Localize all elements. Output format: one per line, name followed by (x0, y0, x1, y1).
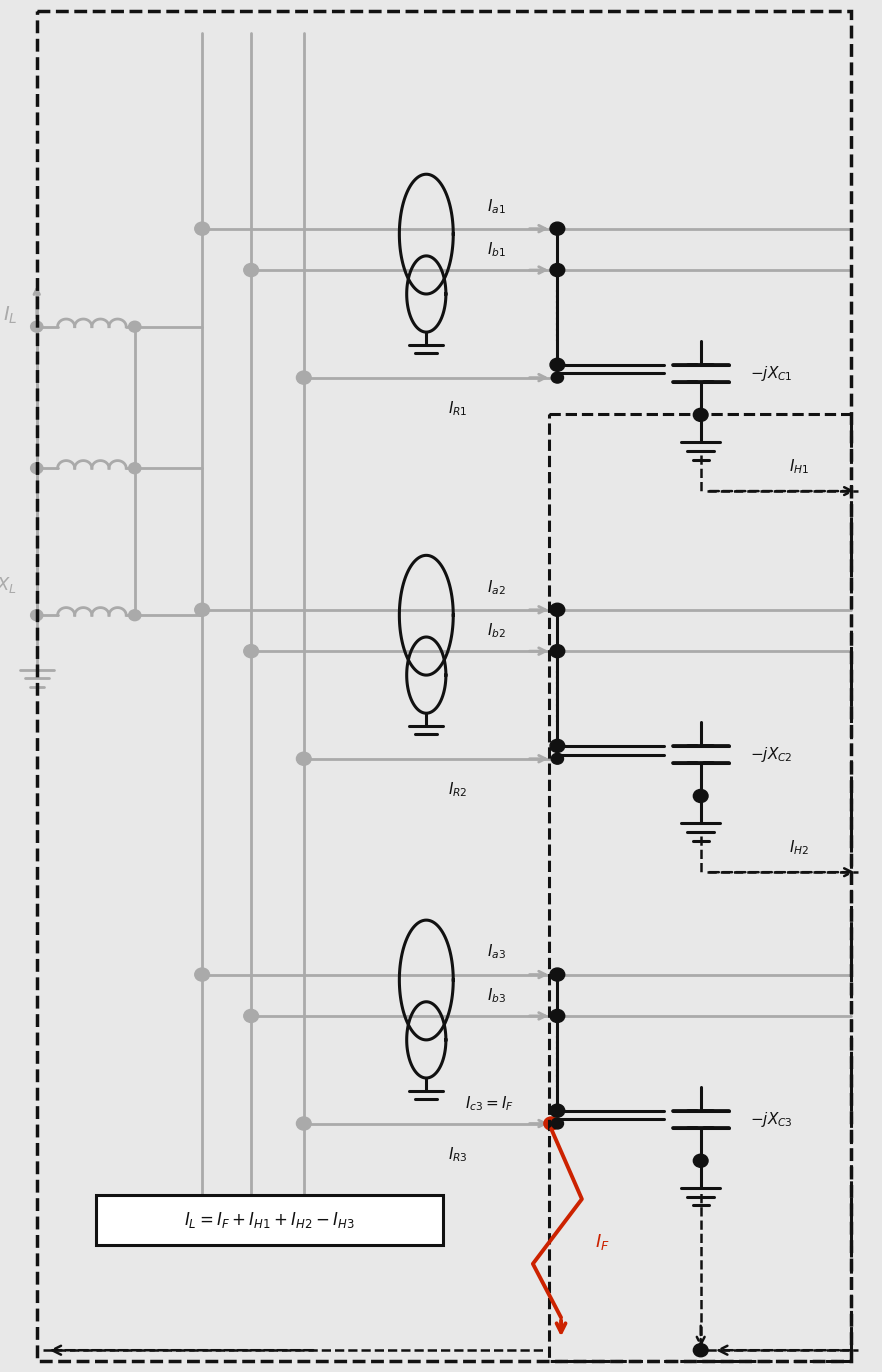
Text: $-jX_{C3}$: $-jX_{C3}$ (750, 1110, 793, 1129)
Circle shape (550, 1010, 564, 1022)
Circle shape (296, 1117, 311, 1131)
Circle shape (544, 1117, 558, 1131)
Circle shape (243, 1010, 258, 1022)
Circle shape (129, 321, 141, 332)
Text: $I_L$: $I_L$ (163, 1369, 177, 1372)
Circle shape (550, 969, 564, 981)
Circle shape (31, 462, 43, 473)
Circle shape (550, 358, 564, 372)
Text: $-jX_{C2}$: $-jX_{C2}$ (750, 745, 792, 764)
Circle shape (195, 969, 210, 981)
Text: $I_{H1}+I_{H2}$: $I_{H1}+I_{H2}$ (788, 1369, 847, 1372)
Text: $I_{a2}$: $I_{a2}$ (487, 578, 505, 597)
Text: $I_{a3}$: $I_{a3}$ (487, 943, 505, 962)
Text: $I_F$: $I_F$ (595, 1232, 610, 1253)
Circle shape (195, 222, 210, 235)
Circle shape (551, 1118, 564, 1129)
Circle shape (129, 609, 141, 620)
Circle shape (31, 321, 43, 332)
FancyBboxPatch shape (95, 1195, 444, 1244)
Text: $I_L = I_F + I_{H1} + I_{H2} - I_{H3}$: $I_L = I_F + I_{H1} + I_{H2} - I_{H3}$ (184, 1210, 355, 1229)
Circle shape (243, 645, 258, 657)
Circle shape (195, 604, 210, 616)
Circle shape (550, 740, 564, 752)
Circle shape (31, 609, 43, 620)
Text: $I_{c3}= I_F$: $I_{c3}= I_F$ (466, 1093, 514, 1113)
Circle shape (693, 1154, 708, 1168)
Circle shape (551, 372, 564, 383)
Circle shape (550, 222, 564, 235)
Text: $I_{b3}$: $I_{b3}$ (487, 986, 505, 1006)
Circle shape (296, 752, 311, 766)
Text: $I_{b2}$: $I_{b2}$ (487, 622, 505, 641)
Circle shape (693, 789, 708, 803)
Circle shape (243, 263, 258, 277)
Text: $I_{H1}$: $I_{H1}$ (789, 457, 809, 476)
Circle shape (296, 370, 311, 384)
Circle shape (551, 753, 564, 764)
Circle shape (550, 604, 564, 616)
Circle shape (550, 263, 564, 277)
Text: $-jX_{C1}$: $-jX_{C1}$ (750, 364, 792, 383)
Text: $jX_L$: $jX_L$ (0, 575, 16, 597)
Text: $I_{H3}$: $I_{H3}$ (647, 1369, 668, 1372)
Text: $I_{b1}$: $I_{b1}$ (487, 240, 505, 259)
Circle shape (693, 1343, 708, 1357)
Text: $I_L$: $I_L$ (3, 305, 17, 327)
Circle shape (550, 1104, 564, 1117)
Circle shape (550, 645, 564, 657)
Bar (549, 414, 851, 1361)
Circle shape (693, 409, 708, 421)
Circle shape (129, 462, 141, 473)
Text: $I_{R2}$: $I_{R2}$ (448, 781, 468, 799)
Text: $I_{R3}$: $I_{R3}$ (448, 1144, 468, 1163)
Text: $I_{a1}$: $I_{a1}$ (487, 198, 505, 215)
Text: $I_{R1}$: $I_{R1}$ (448, 399, 468, 417)
Text: $I_{H2}$: $I_{H2}$ (789, 838, 809, 858)
